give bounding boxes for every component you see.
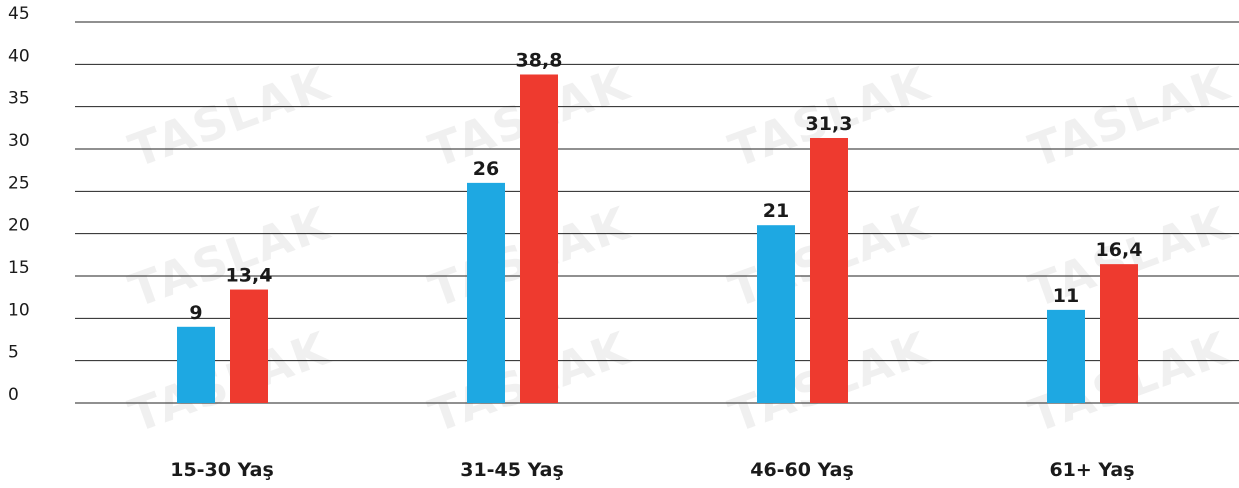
bar-value-label: 16,4	[1096, 239, 1143, 261]
y-tick-label: 15	[8, 258, 30, 278]
bar-series2-3	[1100, 264, 1138, 403]
y-tick-label: 20	[8, 216, 30, 236]
bar-value-label: 38,8	[516, 49, 563, 71]
y-tick-label: 30	[8, 131, 30, 151]
x-category-label: 46-60 Yaş	[750, 459, 854, 481]
x-category-label: 61+ Yaş	[1049, 459, 1134, 481]
y-tick-label: 5	[8, 343, 19, 363]
y-tick-label: 45	[8, 4, 30, 24]
bar-series1-1	[467, 182, 505, 403]
y-tick-label: 25	[8, 173, 30, 193]
x-category-label: 15-30 Yaş	[170, 459, 274, 481]
y-tick-label: 35	[8, 89, 30, 109]
bar-value-label: 26	[473, 158, 499, 180]
bar-value-label: 11	[1053, 285, 1079, 307]
y-axis-ticks: 0 5 10 15 20 25 30 35 40 45	[8, 4, 30, 405]
bar-series2-0	[230, 289, 268, 403]
bar-value-label: 13,4	[226, 265, 273, 287]
gridlines	[75, 21, 1239, 404]
bar-series1-3	[1047, 309, 1085, 403]
bar-data-labels: 9 13,4 26 38,8 21 31,3 11 16,4	[189, 49, 1142, 323]
bar-series2-2	[810, 137, 848, 403]
bar-series1-2	[757, 225, 795, 403]
bar-series1-0	[177, 326, 215, 403]
x-axis-labels: 15-30 Yaş 31-45 Yaş 46-60 Yaş 61+ Yaş	[170, 459, 1134, 481]
bar-series2-1	[520, 74, 558, 403]
bar-value-label: 9	[189, 302, 202, 324]
bars	[177, 74, 1138, 403]
y-tick-label: 0	[8, 385, 19, 405]
bar-value-label: 21	[763, 200, 789, 222]
y-tick-label: 10	[8, 300, 30, 320]
x-category-label: 31-45 Yaş	[460, 459, 564, 481]
bar-value-label: 31,3	[806, 113, 853, 135]
y-tick-label: 40	[8, 46, 30, 66]
